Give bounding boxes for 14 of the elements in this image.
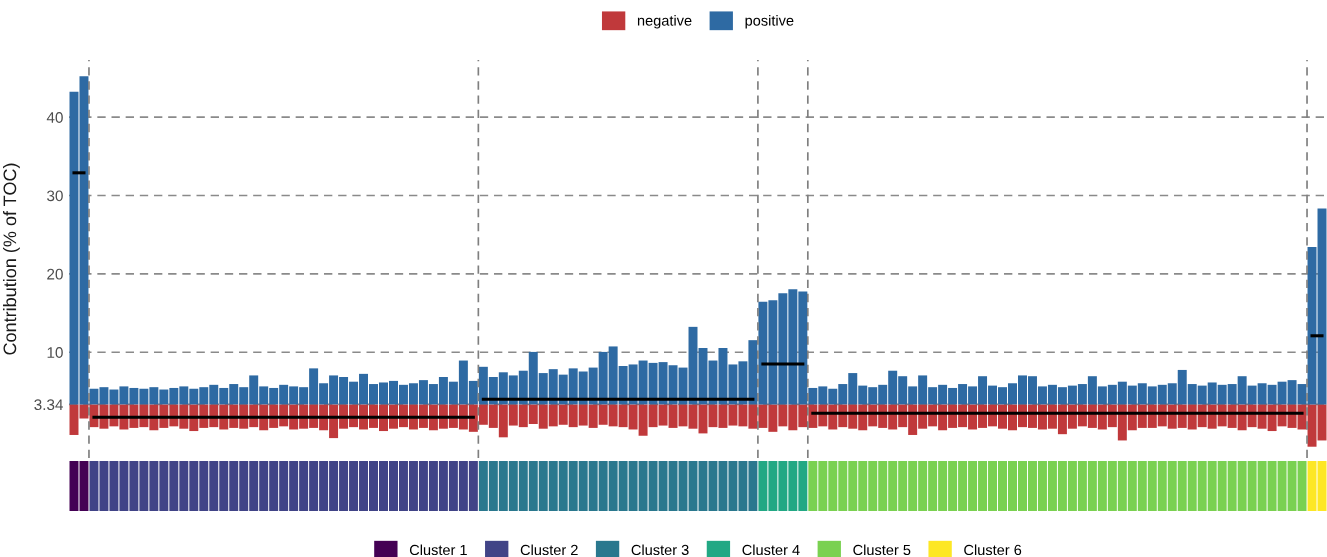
y-axis-title: Contribution (% of TOC) [2,163,20,355]
legend-label: Cluster 5 [853,544,911,556]
y-tick-label: 40 [46,112,63,123]
legend-label: Cluster 2 [520,544,578,556]
y-tick-label: 30 [47,190,63,202]
legend-label: negative [637,15,692,29]
y-tick-label: 3.34 [34,399,63,411]
legend-label: positive [745,15,794,29]
legend-label: Cluster 6 [964,544,1022,556]
legend-label: Cluster 3 [631,544,689,556]
legend-label: Cluster 1 [409,544,467,556]
y-tick-label: 10 [47,347,63,358]
legend-label: Cluster 4 [742,544,800,556]
y-tick-label: 20 [47,268,63,280]
